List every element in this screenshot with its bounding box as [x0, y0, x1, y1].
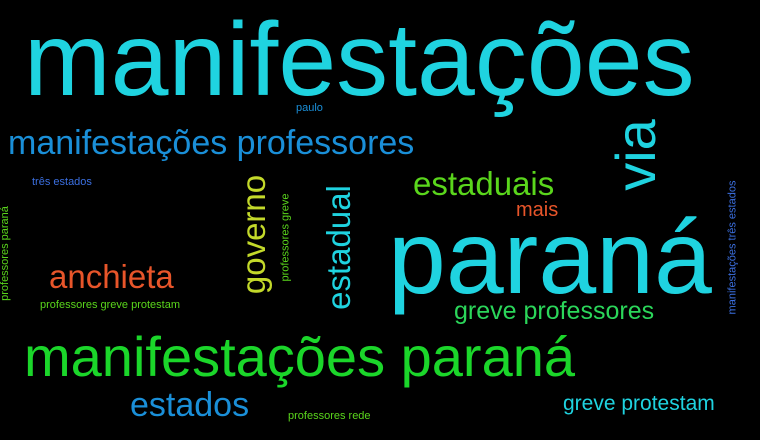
word-manifestacoes-parana: manifestações paraná [24, 325, 576, 388]
word-paulo: paulo [296, 102, 323, 114]
word-anchieta: anchieta [49, 258, 174, 295]
word-professores-parana: professores paraná [0, 206, 11, 301]
word-estados: estados [130, 386, 250, 424]
word-manifestacoes-tres-estados: manifestações três estados [726, 180, 739, 315]
word-professores-greve: professores greve [279, 193, 292, 282]
word-estaduais: estaduais [413, 165, 555, 202]
word-professores-greve-protestam: professores greve protestam [40, 299, 181, 311]
word-greve-protestam: greve protestam [563, 392, 715, 415]
word-governo: governo [235, 174, 273, 295]
word-manifestacoes: manifestações [24, 2, 695, 118]
word-tres-estados: três estados [32, 176, 92, 188]
word-parana: paraná [388, 200, 712, 316]
word-greve-professores: greve professores [454, 297, 655, 325]
word-via: via [603, 119, 667, 191]
word-mais: mais [516, 199, 559, 221]
word-professores-rede: professores rede [288, 410, 371, 422]
word-manifestacoes-professores: manifestações professores [8, 124, 415, 162]
word-estadual: estadual [319, 185, 357, 310]
